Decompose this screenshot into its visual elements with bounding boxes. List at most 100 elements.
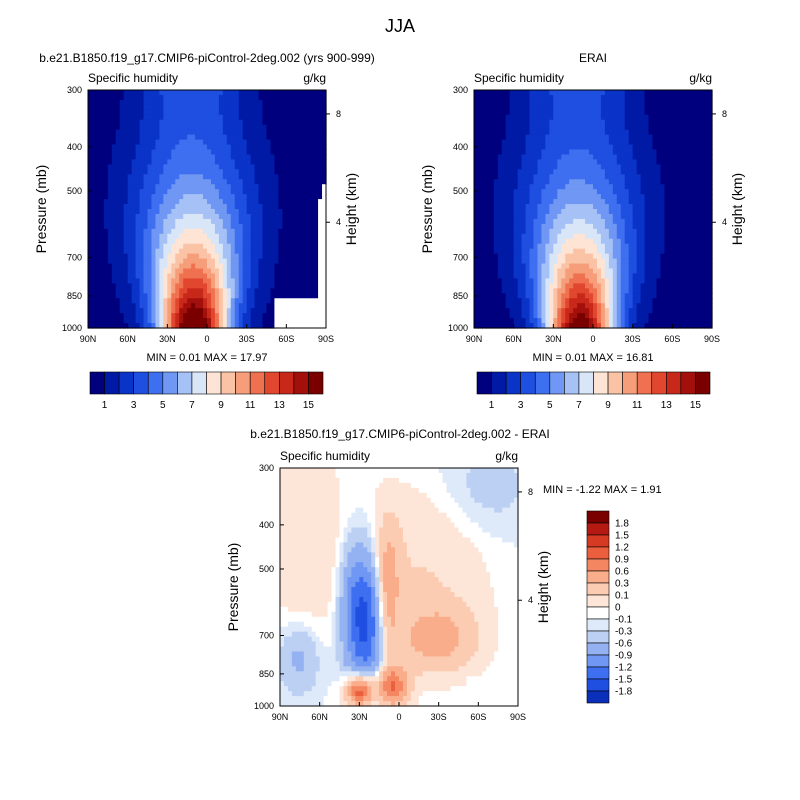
- contour-cell: [214, 298, 220, 304]
- contour-cell: [143, 283, 149, 289]
- contour-cell: [278, 218, 283, 225]
- contour-cell: [258, 104, 264, 111]
- contour-cell: [620, 174, 626, 180]
- contour-cell: [497, 233, 503, 240]
- contour-cell: [254, 283, 260, 289]
- contour-cell: [310, 213, 315, 220]
- contour-cell: [203, 253, 208, 260]
- contour-cell: [131, 313, 137, 319]
- contour-cell: [139, 293, 145, 299]
- contour-cell: [131, 263, 137, 270]
- contour-cell: [561, 174, 566, 180]
- contour-cell: [246, 184, 252, 190]
- contour-cell: [103, 223, 109, 230]
- contour-cell: [481, 109, 487, 116]
- contour-cell: [278, 278, 283, 284]
- contour-cell: [318, 283, 323, 289]
- contour-cell: [298, 144, 303, 151]
- contour-cell: [545, 134, 550, 141]
- contour-cell: [565, 258, 570, 265]
- contour-cell: [521, 159, 527, 165]
- contour-cell: [250, 278, 256, 284]
- contour-cell: [163, 243, 168, 250]
- contour-cell: [123, 199, 129, 205]
- contour-cell: [258, 119, 264, 126]
- contour-cell: [636, 124, 642, 131]
- contour-cell: [632, 199, 638, 205]
- contour-cell: [222, 194, 228, 200]
- contour-cell: [171, 114, 176, 121]
- contour-cell: [266, 323, 272, 329]
- contour-cell: [489, 263, 495, 270]
- contour-cell: [214, 169, 220, 175]
- contour-cell: [147, 268, 153, 275]
- contour-cell: [214, 149, 220, 156]
- contour-cell: [290, 189, 295, 195]
- contour-cell: [203, 189, 208, 195]
- contour-cell: [521, 174, 527, 180]
- contour-cell: [143, 184, 149, 190]
- contour-cell: [195, 233, 200, 240]
- contour-cell: [234, 283, 240, 289]
- contour-cell: [640, 253, 646, 260]
- contour-cell: [608, 164, 614, 170]
- contour-cell: [115, 149, 121, 156]
- contour-cell: [115, 124, 121, 131]
- contour-cell: [179, 228, 184, 235]
- x-tick-label: 0: [204, 334, 209, 344]
- contour-cell: [573, 109, 578, 116]
- contour-cell: [477, 114, 483, 121]
- contour-cell: [282, 90, 287, 96]
- contour-cell: [481, 233, 487, 240]
- contour-cell: [640, 169, 646, 175]
- contour-cell: [493, 313, 499, 319]
- contour-cell: [155, 323, 160, 329]
- contour-cell: [541, 298, 546, 304]
- contour-cell: [632, 263, 638, 270]
- contour-cell: [131, 268, 137, 275]
- contour-cell: [545, 184, 550, 190]
- contour-cell: [187, 293, 192, 299]
- contour-cell: [573, 99, 578, 106]
- contour-cell: [222, 184, 228, 190]
- contour-cell: [612, 258, 618, 265]
- contour-cell: [226, 258, 232, 265]
- contour-cell: [203, 99, 208, 106]
- contour-cell: [513, 204, 519, 210]
- contour-cell: [596, 273, 602, 280]
- contour-cell: [254, 303, 260, 309]
- contour-cell: [191, 258, 196, 265]
- contour-cell: [203, 213, 208, 220]
- contour-cell: [135, 308, 141, 314]
- contour-cell: [537, 124, 543, 131]
- contour-cell: [187, 184, 192, 190]
- contour-cell: [226, 129, 232, 136]
- contour-cell: [545, 169, 550, 175]
- contour-cell: [593, 154, 598, 161]
- contour-cell: [608, 184, 614, 190]
- contour-cell: [545, 233, 550, 240]
- contour-cell: [103, 313, 109, 319]
- contour-cell: [103, 194, 109, 200]
- contour-cell: [250, 303, 256, 309]
- contour-cell: [593, 114, 598, 121]
- contour-cell: [509, 293, 515, 299]
- contour-cell: [322, 313, 327, 319]
- contour-cell: [513, 323, 519, 329]
- contour-cell: [604, 149, 610, 156]
- contour-cell: [529, 144, 535, 151]
- contour-cell: [143, 104, 149, 111]
- contour-cell: [195, 278, 200, 284]
- contour-cell: [95, 263, 101, 270]
- contour-cell: [310, 99, 315, 106]
- contour-cell: [214, 213, 220, 220]
- contour-cell: [250, 179, 256, 185]
- contour-cell: [521, 258, 527, 265]
- contour-cell: [210, 169, 216, 175]
- contour-cell: [593, 174, 598, 180]
- contour-cell: [612, 243, 618, 250]
- contour-cell: [485, 204, 491, 210]
- contour-cell: [254, 293, 260, 299]
- contour-cell: [123, 189, 129, 195]
- contour-cell: [147, 298, 153, 304]
